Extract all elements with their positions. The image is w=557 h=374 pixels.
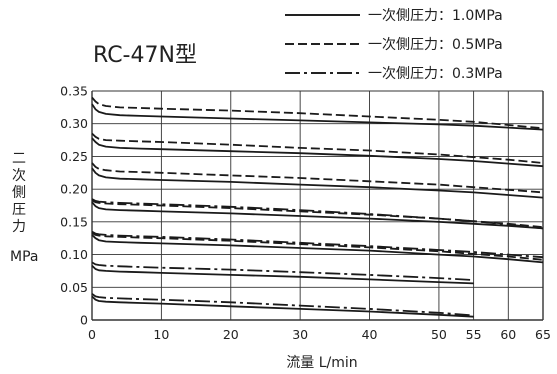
y-tick-label: 0.15 [60,214,88,229]
curve-p10 [91,265,474,285]
y-tick-label: 0.35 [60,84,88,99]
curve-p03 [91,293,474,317]
curve-p10 [91,103,544,131]
y-axis-label-char: 二 [12,151,26,167]
plot-curves [91,96,544,318]
y-tick-labels: 0 0.05 0.10 0.15 0.20 0.25 0.30 0.35 [60,84,88,328]
x-tick-labels: 0 10 20 30 40 50 55 60 65 [88,327,551,342]
y-tick-label: 0.20 [60,182,88,197]
plot-grid [91,90,544,321]
curve-p10 [91,295,474,318]
x-tick-label: 60 [500,327,516,342]
legend-label-0-3: 一次側圧力：0.3MPa [368,66,503,82]
curve-p05 [91,132,544,164]
curve-p10 [91,167,544,199]
curve-p05 [91,162,544,194]
legend-label-0-5: 一次側圧力：0.5MPa [368,37,503,53]
x-tick-label: 0 [88,327,96,342]
curve-p03 [91,198,544,230]
y-axis-label-char: 側 [12,185,26,201]
legend-label-1-0: 一次側圧力：1.0MPa [368,8,503,24]
legend: 一次側圧力：1.0MPa 一次側圧力：0.5MPa 一次側圧力：0.3MPa [285,8,503,82]
x-axis-label: 流量 L/min [286,355,357,371]
y-axis-unit: MPa [10,249,38,265]
y-axis-label-char: 力 [12,219,26,235]
y-tick-label: 0.30 [60,116,88,131]
x-tick-label: 20 [223,327,239,342]
curve-p05 [91,232,544,261]
y-tick-label: 0.10 [60,247,88,262]
curve-p10 [91,137,544,168]
curve-p10 [91,201,544,230]
x-tick-label: 65 [535,327,551,342]
curve-p05 [91,199,544,228]
x-tick-label: 30 [292,327,308,342]
y-tick-label: 0.25 [60,149,88,164]
x-tick-label: 55 [466,327,482,342]
curve-p03 [91,261,474,281]
curve-p10 [91,234,544,264]
y-axis-label-char: 圧 [12,202,26,218]
x-tick-label: 50 [431,327,447,342]
y-axis-label-char: 次 [12,168,26,184]
y-tick-label: 0.05 [60,280,88,295]
curve-p03 [91,230,544,259]
curve-p05 [91,96,544,130]
y-tick-label: 0 [80,313,88,328]
x-tick-label: 10 [153,327,169,342]
chart-title: RC-47N型 [93,43,197,68]
x-tick-label: 40 [362,327,378,342]
